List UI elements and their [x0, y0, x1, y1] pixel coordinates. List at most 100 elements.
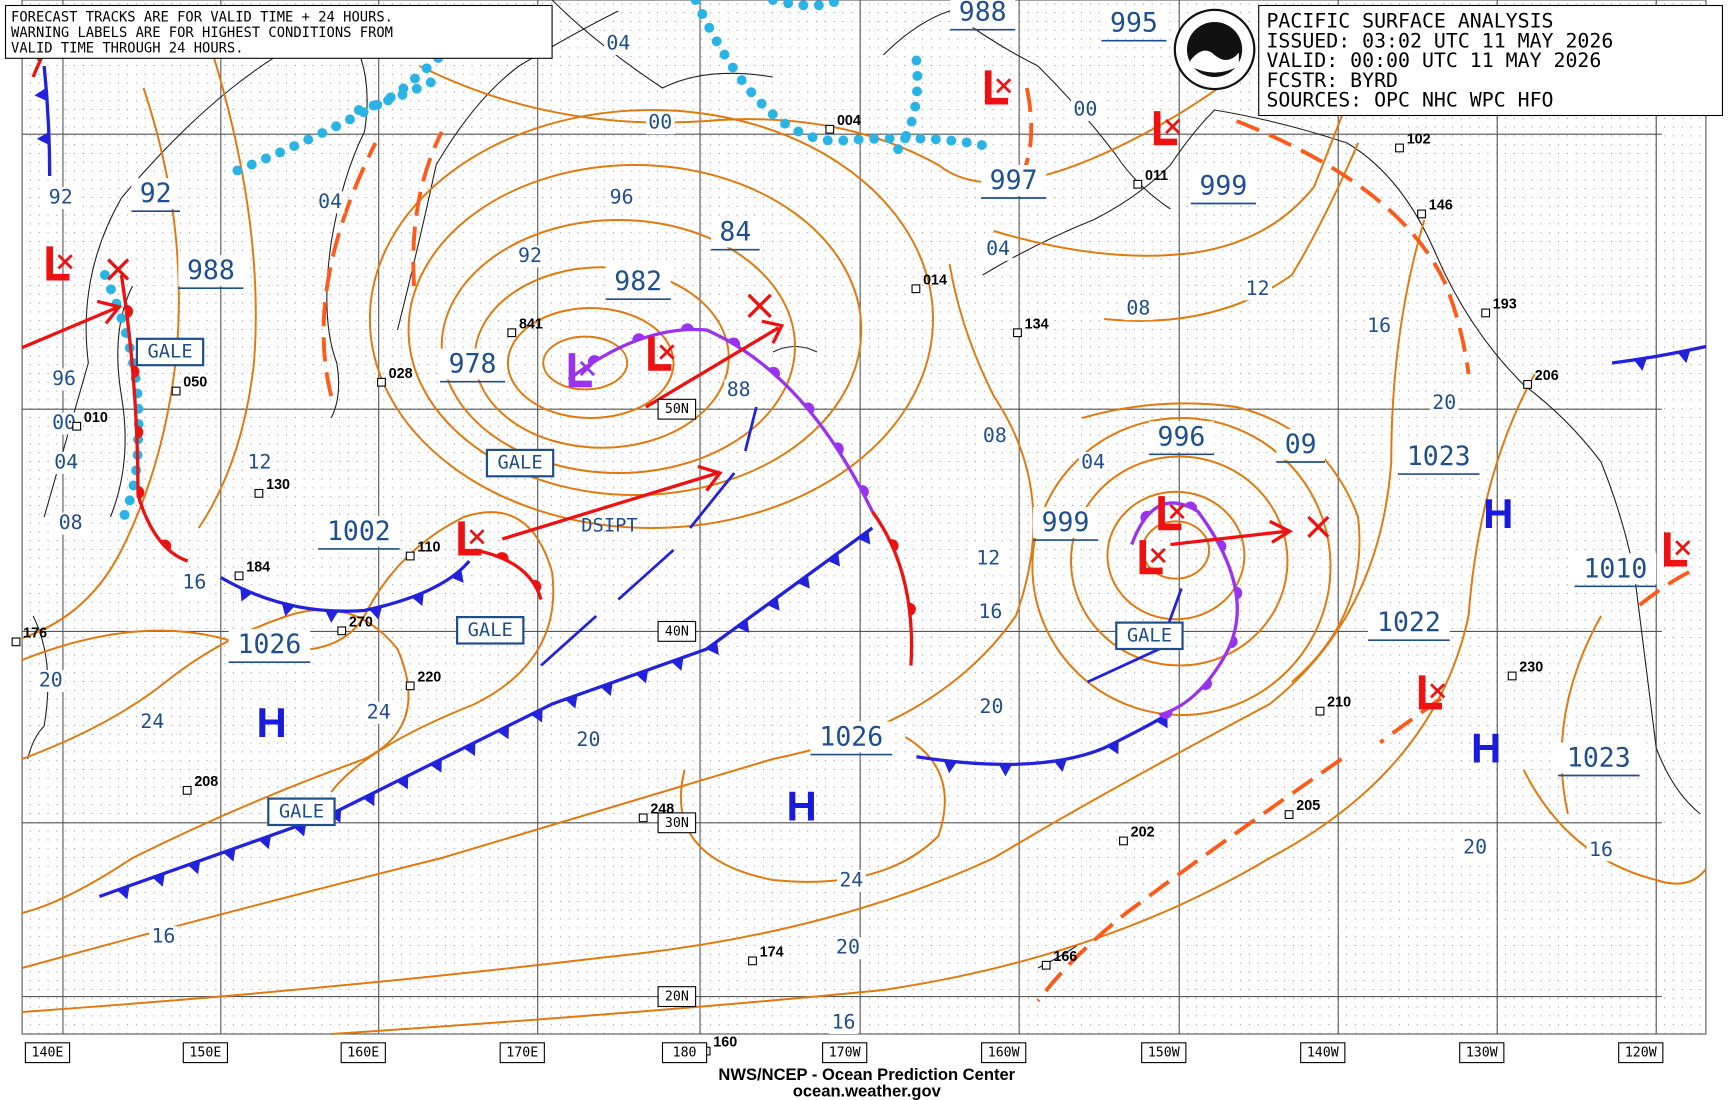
low-symbol: [568, 353, 592, 388]
warm-front: [870, 510, 914, 666]
label-bg: [1368, 607, 1450, 638]
station-marker: [1133, 179, 1143, 189]
cold-front: [1611, 344, 1707, 365]
label-bg: [138, 711, 167, 734]
station-marker: [182, 785, 192, 795]
station-value: 210: [1327, 695, 1351, 711]
warning-box: [1115, 621, 1184, 651]
warm-symbol: [727, 337, 741, 348]
isobars: [21, 43, 1707, 1035]
station-marker: [11, 637, 21, 647]
isobar-label: 04: [1081, 451, 1105, 474]
isobar-label: 04: [318, 190, 342, 213]
cold-symbol: [362, 792, 375, 807]
label-bg: [178, 255, 244, 286]
warm-symbol: [137, 485, 145, 499]
cold-symbol: [325, 610, 339, 623]
label-bg: [515, 245, 545, 268]
warm-symbol: [132, 365, 140, 379]
ice-edge: [99, 0, 988, 522]
status-label: DSIPT: [581, 515, 637, 536]
pressure-center: 988: [187, 255, 235, 286]
cold-symbol: [797, 575, 810, 589]
isobar-label: 16: [1367, 314, 1391, 337]
warm-symbol: [859, 485, 869, 498]
label-bg: [829, 1012, 858, 1034]
isobar: [1522, 769, 1707, 885]
pressure-center: 995: [1110, 8, 1158, 39]
notice-line: WARNING LABELS ARE FOR HIGHEST CONDITION…: [11, 25, 393, 41]
station-marker: [1395, 143, 1404, 153]
isobar-label: 16: [1589, 838, 1613, 861]
cold-symbol: [396, 775, 409, 790]
latitude-label: 40N: [665, 624, 689, 639]
isobar: [22, 219, 1426, 1013]
station-value: 146: [1429, 197, 1453, 213]
warm-symbol: [1184, 501, 1198, 511]
label-bg: [1557, 742, 1640, 774]
station-value: 010: [84, 410, 108, 426]
low-symbol: [46, 246, 70, 281]
station-marker: [171, 386, 181, 396]
high-center: H: [1471, 724, 1501, 771]
station-value: 130: [266, 477, 290, 493]
isobar-label: 20: [1432, 391, 1456, 414]
station-marker: [1417, 209, 1427, 219]
isobar: [407, 164, 863, 496]
isobar-label: 00: [648, 111, 672, 134]
lon-box: [822, 1042, 868, 1064]
warm-symbol: [160, 539, 172, 551]
isobar: [368, 109, 935, 529]
station-value: 206: [1535, 368, 1559, 384]
warm-symbol: [1140, 510, 1151, 523]
label-bg: [179, 572, 209, 594]
label-bg: [605, 266, 671, 297]
lon-box: [661, 1042, 708, 1064]
label-bg: [49, 412, 79, 435]
station-value: 028: [389, 366, 413, 382]
isobar-label: 08: [983, 424, 1007, 447]
cold-symbol: [258, 835, 271, 850]
front-symbols: [34, 49, 1691, 900]
label-bg: [645, 112, 675, 135]
label-bg: [981, 165, 1047, 196]
low-symbol: [1158, 496, 1182, 531]
isobar: [1106, 490, 1246, 621]
warm-front: [474, 548, 543, 600]
isobar-label: 00: [52, 411, 76, 434]
label-bg: [980, 425, 1010, 448]
low-symbol: [1139, 540, 1163, 575]
longitude-label: 160W: [988, 1046, 1020, 1061]
isobar-label: 88: [727, 378, 751, 401]
longitude-label: 170E: [506, 1046, 538, 1061]
cold-symbol: [766, 597, 780, 611]
isobar-label: 96: [52, 367, 76, 390]
station-value: 014: [923, 272, 947, 288]
isobar: [331, 373, 1536, 1035]
warning-label: GALE: [279, 801, 324, 822]
station-marker: [254, 488, 264, 498]
warm-front: [119, 274, 189, 563]
low-symbol: [648, 336, 672, 371]
low-x: [1150, 547, 1166, 564]
isobar-label: 04: [986, 237, 1010, 260]
track-arrow: [21, 299, 123, 350]
label-bg: [46, 187, 76, 209]
high-center: H: [1483, 490, 1513, 537]
labels: FORECAST TRACKS ARE FOR VALID TIME + 24 …: [11, 0, 1664, 1100]
isobar-label: 20: [1463, 836, 1487, 859]
warm-symbol: [136, 425, 144, 439]
label-bg: [56, 512, 86, 535]
isobar: [993, 43, 1371, 257]
low-x: [469, 529, 485, 545]
cold-symbol: [943, 760, 957, 774]
low-symbols: [46, 70, 1691, 710]
lon-box: [1459, 1042, 1505, 1064]
trough: [1638, 570, 1691, 607]
label-bg: [1364, 315, 1394, 338]
station-marker: [1315, 706, 1325, 716]
warm-symbol: [125, 304, 134, 319]
low-x: [1165, 118, 1181, 135]
cold-symbol: [706, 641, 719, 656]
station-value: 134: [1025, 316, 1049, 332]
